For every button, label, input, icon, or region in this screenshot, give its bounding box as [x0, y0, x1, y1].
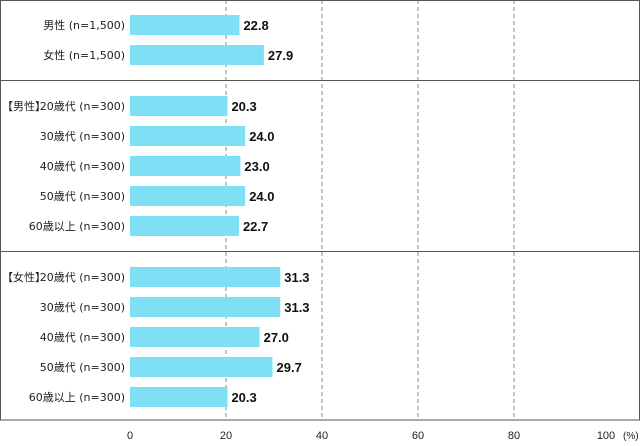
x-tick-label: 100 — [597, 430, 615, 442]
value-label: 27.9 — [268, 48, 293, 63]
grid-layer — [225, 0, 515, 420]
value-label: 24.0 — [249, 129, 274, 144]
group-label: 【女性】 — [2, 270, 46, 284]
category-label: 20歳代 (n=300) — [40, 271, 125, 284]
plot-frame — [0, 0, 640, 421]
label-layer: 男性 (n=1,500) 22.8 女性 (n=1,500) 27.9 20歳代 (n=… — [2, 18, 310, 405]
value-label: 24.0 — [249, 189, 274, 204]
group-label: 【男性】 — [2, 99, 46, 113]
bar — [130, 297, 281, 317]
value-label: 31.3 — [284, 270, 309, 285]
category-label: 40歳代 (n=300) — [40, 331, 125, 344]
value-label: 23.0 — [244, 159, 269, 174]
value-label: 22.8 — [243, 18, 268, 33]
x-tick-label: 40 — [316, 430, 328, 442]
category-label: 50歳代 (n=300) — [40, 361, 125, 374]
bar — [130, 96, 228, 116]
bar — [130, 327, 260, 347]
value-label: 20.3 — [231, 99, 256, 114]
x-tick-label: 0 — [127, 430, 133, 442]
bar — [130, 216, 239, 236]
x-axis-unit: (%) — [623, 431, 639, 442]
value-label: 27.0 — [264, 330, 289, 345]
category-label: 20歳代 (n=300) — [40, 100, 125, 113]
category-label: 男性 (n=1,500) — [43, 18, 125, 32]
bar — [130, 156, 241, 176]
bar — [130, 186, 246, 206]
bar — [130, 15, 240, 35]
bar — [130, 387, 228, 407]
bar-layer — [130, 15, 281, 407]
value-label: 20.3 — [231, 390, 256, 405]
value-label: 29.7 — [277, 360, 302, 375]
x-tick-label: 20 — [220, 430, 232, 442]
value-label: 22.7 — [243, 219, 268, 234]
category-label: 60歳以上 (n=300) — [29, 220, 125, 233]
x-tick-label: 80 — [508, 430, 520, 442]
category-label: 50歳代 (n=300) — [40, 190, 125, 203]
category-label: 女性 (n=1,500) — [43, 48, 125, 62]
category-label: 40歳代 (n=300) — [40, 160, 125, 173]
bar — [130, 45, 264, 65]
x-tick-label: 60 — [412, 430, 424, 442]
bar — [130, 126, 246, 146]
category-label: 60歳以上 (n=300) — [29, 391, 125, 404]
category-label: 30歳代 (n=300) — [40, 301, 125, 314]
bar — [130, 267, 281, 287]
value-label: 31.3 — [284, 300, 309, 315]
category-label: 30歳代 (n=300) — [40, 130, 125, 143]
bar — [130, 357, 273, 377]
